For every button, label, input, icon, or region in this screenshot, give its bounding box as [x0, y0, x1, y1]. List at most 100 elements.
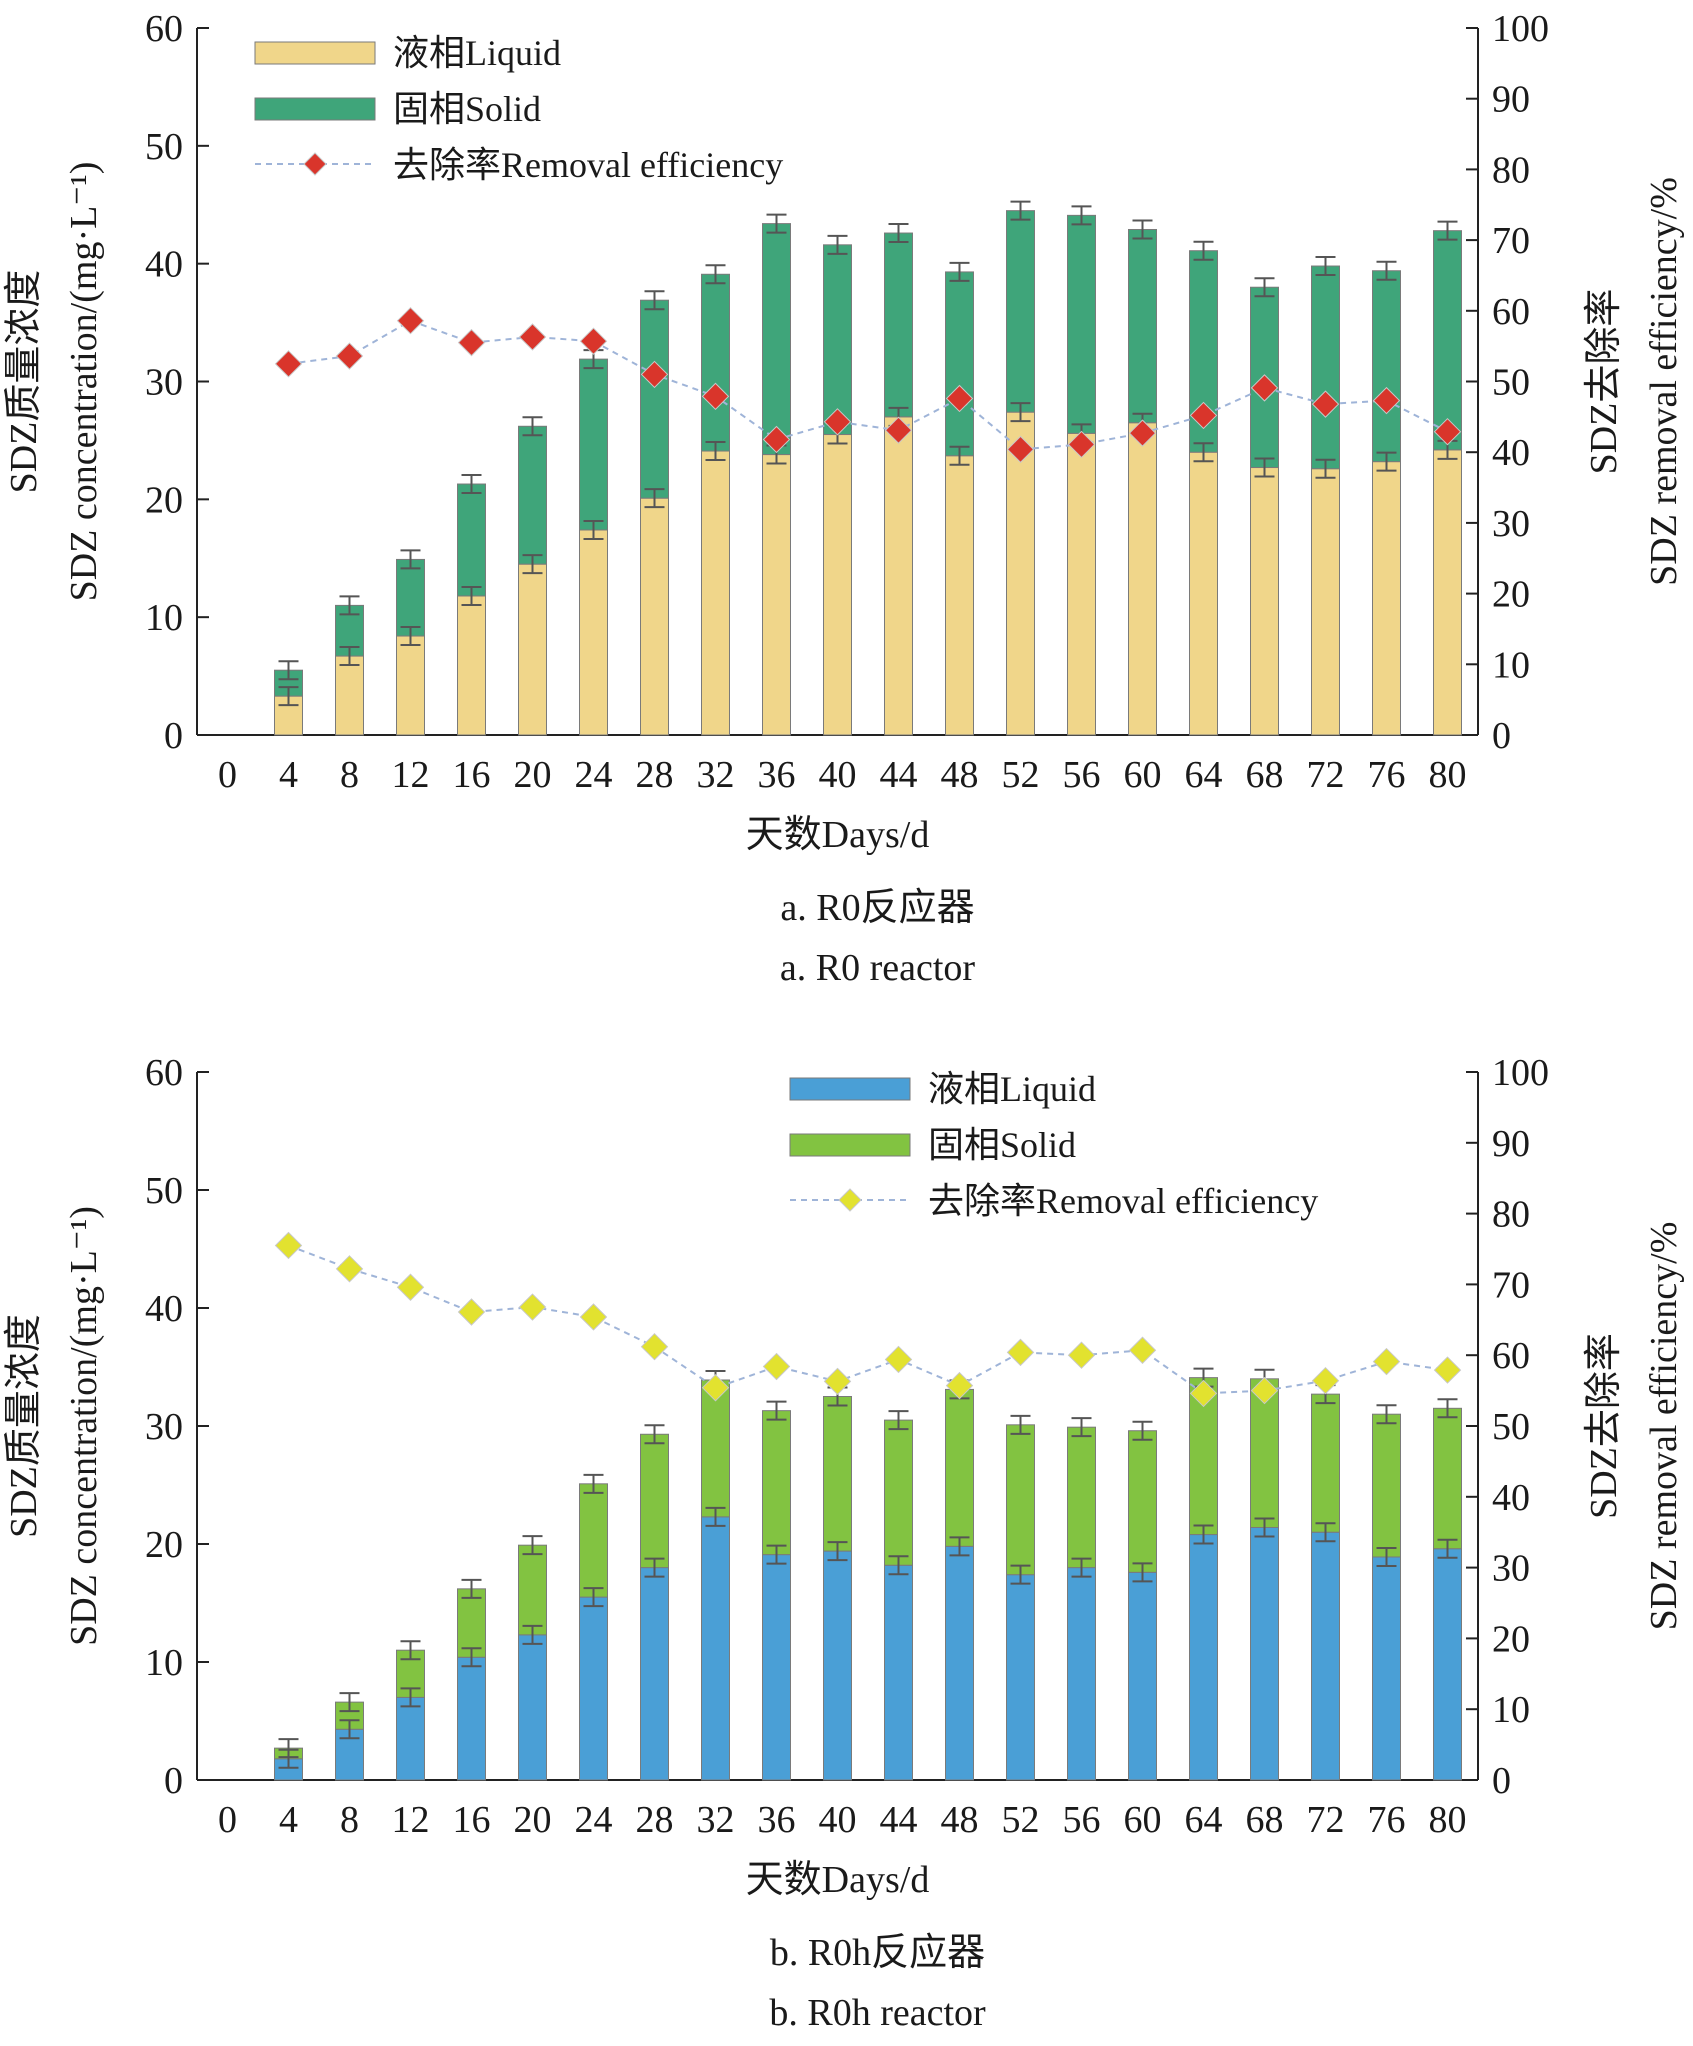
error-bar-solid — [644, 290, 665, 311]
y2-axis-title-cn: SDZ去除率 — [1583, 289, 1625, 475]
point-removal-efficiency — [1006, 435, 1035, 464]
error-bar-liquid — [644, 1557, 665, 1578]
point-removal-efficiency — [823, 1367, 852, 1396]
point-removal-efficiency — [335, 1255, 364, 1283]
x-tick-label: 8 — [340, 754, 359, 796]
error-bar-solid — [949, 261, 970, 282]
x-tick-label: 40 — [819, 1799, 857, 1841]
bar-solid — [457, 1588, 486, 1658]
point-removal-efficiency — [1250, 1376, 1279, 1405]
y2-tick-label: 0 — [1492, 1760, 1511, 1802]
bar-liquid — [1433, 1548, 1462, 1781]
legend-marker — [838, 1188, 862, 1212]
bar-solid — [945, 271, 974, 457]
point-removal-efficiency — [579, 327, 608, 355]
bar-solid — [1128, 1430, 1157, 1573]
x-tick-label: 28 — [636, 1799, 674, 1841]
x-tick-label: 48 — [941, 1799, 979, 1841]
error-bar-liquid — [461, 585, 482, 606]
point-removal-efficiency — [518, 1293, 547, 1321]
x-tick-label: 60 — [1124, 754, 1162, 796]
y-axis-title-cn: SDZ质量浓度 — [3, 1314, 45, 1538]
bar-liquid — [884, 1564, 913, 1781]
point-removal-efficiency — [1433, 1356, 1462, 1384]
x-tick-label: 32 — [697, 754, 735, 796]
point-removal-efficiency — [1006, 1338, 1035, 1367]
error-bar-solid — [1254, 277, 1275, 298]
bar-liquid — [1006, 1574, 1035, 1781]
error-bar-solid — [1132, 219, 1153, 240]
x-tick-label: 36 — [758, 754, 796, 796]
x-axis-title: 天数Days/d — [746, 1859, 930, 1901]
error-bar-solid — [522, 416, 543, 437]
error-bar-liquid — [1254, 457, 1275, 478]
point-removal-efficiency — [1189, 401, 1218, 430]
bar-solid — [640, 1433, 669, 1569]
point-removal-efficiency — [274, 1231, 303, 1260]
y-axis-title-en: SDZ concentration/(mg·L⁻¹) — [63, 1206, 105, 1646]
legend-swatch — [254, 97, 376, 121]
x-tick-label: 56 — [1063, 1799, 1101, 1841]
x-tick-label: 76 — [1368, 1799, 1406, 1841]
bar-liquid — [1250, 1526, 1279, 1781]
legend-label: 固相Solid — [393, 89, 541, 129]
bar-liquid — [1250, 467, 1279, 736]
point-removal-efficiency — [579, 1303, 608, 1331]
caption-cn: a. R0反应器 — [780, 887, 974, 929]
y2-tick-label: 20 — [1492, 574, 1530, 616]
error-bar-solid — [1010, 200, 1031, 221]
error-bar-solid — [644, 1424, 665, 1445]
bar-solid — [762, 1410, 791, 1556]
error-bar-solid — [278, 660, 299, 681]
point-removal-efficiency — [1372, 1347, 1401, 1376]
x-tick-label: 24 — [575, 754, 613, 796]
point-removal-efficiency — [335, 342, 364, 370]
bar-solid — [1433, 230, 1462, 451]
legend: 液相Liquid 固相Solid 去除率Removal efficiency — [789, 1069, 1318, 1221]
bar-liquid — [1311, 468, 1340, 736]
error-bar-solid — [766, 1400, 787, 1421]
point-removal-efficiency — [945, 1371, 974, 1400]
y-tick-label: 60 — [145, 1052, 183, 1094]
legend-label: 去除率Removal efficiency — [928, 1181, 1318, 1221]
legend-swatch — [789, 1133, 911, 1157]
error-bar-liquid — [949, 1536, 970, 1557]
bar-solid — [518, 1544, 547, 1636]
bar-solid — [701, 1379, 730, 1518]
bar-liquid — [1311, 1531, 1340, 1781]
point-removal-efficiency — [1433, 417, 1462, 446]
bar-liquid — [335, 655, 364, 736]
y2-tick-label: 70 — [1492, 1264, 1530, 1306]
x-tick-label: 16 — [453, 1799, 491, 1841]
bar-liquid — [945, 455, 974, 736]
x-tick-label: 64 — [1185, 754, 1223, 796]
x-tick-label: 20 — [514, 754, 552, 796]
bar-liquid — [823, 434, 852, 736]
legend: 液相Liquid 固相Solid 去除率Removal efficiency — [254, 33, 783, 185]
error-bar-liquid — [1193, 442, 1214, 463]
bar-solid — [945, 1388, 974, 1547]
bar-liquid — [1067, 432, 1096, 736]
bar-solid — [396, 558, 425, 637]
y2-tick-label: 70 — [1492, 220, 1530, 262]
bar-liquid — [518, 563, 547, 736]
error-bar-solid — [461, 474, 482, 495]
bar-solid — [1372, 1413, 1401, 1558]
error-bar-liquid — [1315, 458, 1336, 479]
bar-solid — [884, 232, 913, 418]
error-bar-solid — [400, 549, 421, 570]
bar-liquid — [1372, 1556, 1401, 1781]
y2-tick-label: 10 — [1492, 644, 1530, 686]
y-axis-title-en: SDZ concentration/(mg·L⁻¹) — [63, 162, 105, 602]
bar-solid — [1372, 270, 1401, 463]
error-bar-liquid — [1376, 451, 1397, 472]
bar-liquid — [945, 1545, 974, 1781]
caption-en: b. R0h reactor — [769, 1992, 986, 2034]
bar-solid — [1006, 1424, 1035, 1576]
bar-solid — [1433, 1407, 1462, 1550]
y-tick-label: 50 — [145, 1170, 183, 1212]
x-tick-label: 20 — [514, 1799, 552, 1841]
error-bar-solid — [339, 595, 360, 616]
x-tick-label: 32 — [697, 1799, 735, 1841]
